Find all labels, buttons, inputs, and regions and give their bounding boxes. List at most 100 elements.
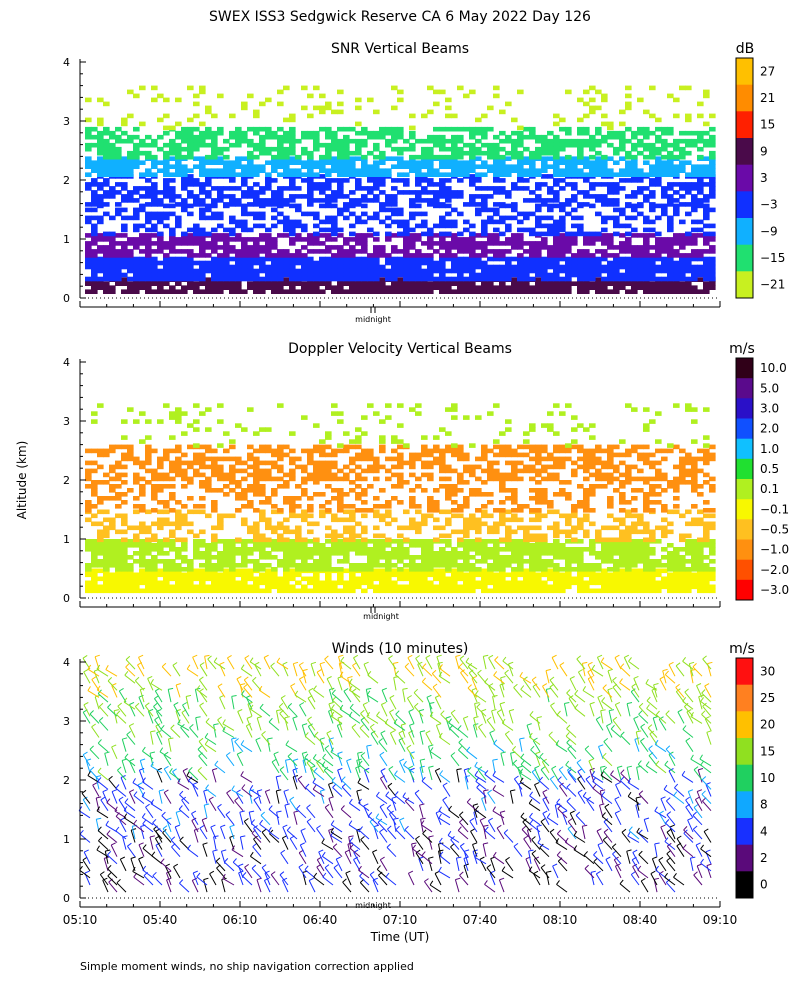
- wind-barb: [87, 664, 100, 677]
- wind-barb: [558, 766, 568, 781]
- wind-barb: [324, 803, 334, 819]
- wind-barb: [225, 811, 235, 826]
- wind-barb: [280, 849, 289, 865]
- wind-barb: [192, 654, 199, 670]
- wind-barb: [235, 789, 244, 804]
- wind-barb: [126, 731, 136, 745]
- wind-barb: [302, 758, 309, 774]
- wind-barb: [284, 716, 290, 731]
- wind-barb: [250, 819, 262, 833]
- wind-barb: [566, 783, 577, 797]
- heatmap-layer-1: [85, 256, 716, 282]
- wind-barb: [490, 856, 496, 872]
- wind-barb: [179, 836, 190, 850]
- wind-barb: [345, 870, 352, 886]
- colorbar-swatch: [736, 844, 753, 872]
- wind-barb: [634, 737, 640, 752]
- wind-barb: [607, 668, 613, 684]
- wind-barb: [328, 737, 334, 752]
- wind-barb: [695, 842, 703, 857]
- wind-barb: [692, 811, 703, 826]
- wind-barb: [210, 824, 217, 840]
- wind-barb: [249, 785, 262, 797]
- wind-barb: [450, 843, 460, 858]
- wind-barb: [592, 784, 604, 797]
- wind-barb: [107, 850, 118, 865]
- wind-barb: [209, 870, 217, 886]
- wind-barb: [150, 730, 156, 745]
- wind-barb: [326, 730, 334, 745]
- wind-barb: [669, 824, 676, 840]
- wind-barb: [196, 685, 208, 698]
- wind-barb: [82, 751, 91, 767]
- wind-barb: [587, 661, 595, 677]
- wind-barb: [545, 870, 552, 886]
- wind-barb: [279, 871, 289, 886]
- wind-barb: [442, 796, 451, 811]
- wind-barb: [463, 849, 470, 864]
- wind-barb: [181, 796, 190, 811]
- wind-barb: [549, 676, 559, 691]
- wind-barb: [263, 654, 271, 670]
- wind-barb: [542, 810, 550, 826]
- wind-barb: [674, 783, 685, 797]
- wind-barb: [379, 828, 388, 843]
- wind-barb: [379, 856, 388, 872]
- wind-barb: [107, 864, 118, 879]
- wind-barb: [81, 789, 91, 804]
- wind-barb: [548, 731, 559, 745]
- wind-barb: [376, 865, 388, 879]
- y-tick-label: 4: [63, 656, 70, 669]
- wind-barb: [640, 877, 649, 893]
- wind-barb: [328, 796, 334, 811]
- wind-barb: [555, 838, 568, 851]
- wind-barb: [123, 813, 136, 826]
- colorbar-swatch: [736, 711, 753, 739]
- wind-barb: [588, 758, 595, 774]
- colorbar-label: 20: [760, 718, 775, 732]
- wind-barb: [339, 671, 352, 684]
- wind-barb: [639, 737, 649, 752]
- wind-barb: [298, 676, 307, 691]
- y-tick-label: 4: [63, 56, 70, 69]
- wind-barb: [531, 836, 541, 850]
- wind-barb: [172, 662, 181, 677]
- wind-barb: [470, 828, 478, 843]
- wind-barb: [348, 678, 361, 691]
- wind-barb: [116, 878, 127, 893]
- wind-barb: [603, 818, 613, 833]
- wind-barb: [676, 835, 685, 850]
- doppler-x-axis: [79, 597, 721, 613]
- wind-barb: [240, 740, 253, 753]
- x-tick-label: 05:10: [63, 913, 98, 927]
- wind-barb: [159, 747, 172, 760]
- wind-barb: [194, 687, 201, 703]
- wind-barb: [283, 789, 289, 804]
- wind-barb: [134, 702, 145, 717]
- wind-barb: [687, 789, 694, 804]
- wind-barb: [161, 811, 172, 826]
- y-tick-label: 0: [63, 592, 70, 605]
- wind-barb: [454, 877, 461, 893]
- colorbar-label: −0.1: [760, 502, 789, 516]
- wind-barb: [577, 789, 586, 804]
- wind-barb: [132, 778, 145, 790]
- wind-barb: [134, 676, 145, 691]
- wind-barb: [98, 702, 109, 717]
- wind-barb: [380, 730, 388, 745]
- wind-barb: [601, 697, 613, 710]
- wind-barb: [504, 669, 514, 684]
- wind-barb: [675, 662, 685, 677]
- wind-barb: [633, 716, 640, 731]
- wind-barb: [467, 684, 478, 698]
- wind-barb: [328, 782, 334, 797]
- wind-barb: [438, 866, 451, 879]
- wind-barb: [323, 766, 334, 781]
- wind-barb: [282, 661, 289, 677]
- wind-barb: [226, 654, 235, 670]
- wind-barb: [421, 851, 433, 865]
- wind-barb: [321, 761, 334, 774]
- wind-barb: [158, 789, 165, 804]
- wind-barb: [425, 654, 433, 670]
- wind-barb: [683, 826, 694, 840]
